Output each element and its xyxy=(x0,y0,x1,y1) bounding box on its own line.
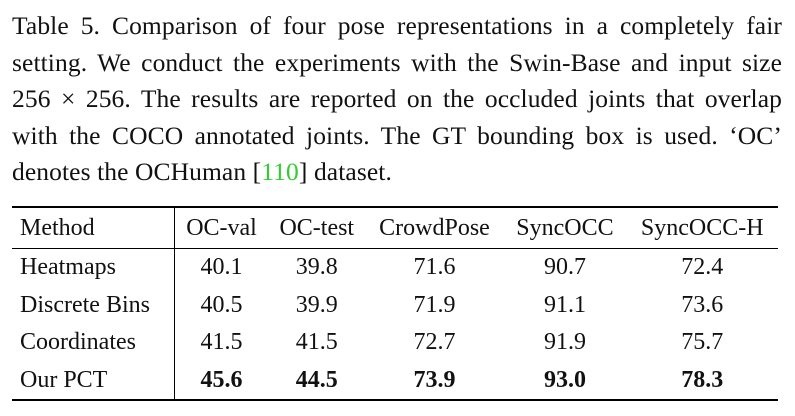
cell-value: 90.7 xyxy=(543,254,586,281)
header-method: Method xyxy=(12,207,175,249)
table-row: Coordinates 41.5 41.5 72.7 91.9 75.7 xyxy=(12,324,778,362)
cell-value-best: 78.3 xyxy=(681,366,724,393)
cell-value: 71.6 xyxy=(413,254,456,281)
cell-value: 91.9 xyxy=(543,329,586,356)
row-method: Coordinates xyxy=(12,324,175,362)
cell-value: 40.5 xyxy=(200,291,243,318)
table-row-best: Our PCT 45.6 44.5 73.9 93.0 78.3 xyxy=(12,361,778,400)
cell-value: 73.6 xyxy=(681,291,724,318)
header-crowdpose: CrowdPose xyxy=(379,214,490,241)
table-caption: Table 5. Comparison of four pose represe… xyxy=(12,8,782,191)
cell-value-best: 93.0 xyxy=(543,366,586,393)
header-syncocc-h: SyncOCC-H xyxy=(640,214,764,241)
row-method: Heatmaps xyxy=(12,248,175,287)
results-table: Method OC-val OC-test CrowdPose SyncOCC … xyxy=(12,206,778,401)
cell-value: 41.5 xyxy=(295,329,338,356)
caption-text: Table 5. Comparison of four pose represe… xyxy=(12,11,782,186)
header-oc-test: OC-test xyxy=(279,214,355,241)
cell-value: 39.9 xyxy=(295,291,338,318)
cell-value: 40.1 xyxy=(200,254,243,281)
cell-value: 72.7 xyxy=(413,329,456,356)
cell-value: 71.9 xyxy=(413,291,456,318)
row-method: Discrete Bins xyxy=(12,286,175,324)
cell-value: 72.4 xyxy=(681,254,724,281)
cell-value-best: 44.5 xyxy=(295,366,338,393)
table-row: Heatmaps 40.1 39.8 71.6 90.7 72.4 xyxy=(12,248,778,287)
table-row: Discrete Bins 40.5 39.9 71.9 91.1 73.6 xyxy=(12,286,778,324)
row-method: Our PCT xyxy=(12,361,175,400)
cell-value: 75.7 xyxy=(681,329,724,356)
header-row: Method OC-val OC-test CrowdPose SyncOCC … xyxy=(12,207,778,249)
cell-value-best: 73.9 xyxy=(413,366,456,393)
cell-value-best: 45.6 xyxy=(200,366,243,393)
cell-value: 91.1 xyxy=(543,291,586,318)
cell-value: 39.8 xyxy=(295,254,338,281)
caption-text-end: ] dataset. xyxy=(298,157,392,186)
cell-value: 41.5 xyxy=(200,329,243,356)
header-oc-val: OC-val xyxy=(186,214,257,241)
citation-link[interactable]: 110 xyxy=(261,157,299,186)
header-syncocc: SyncOCC xyxy=(516,214,614,241)
